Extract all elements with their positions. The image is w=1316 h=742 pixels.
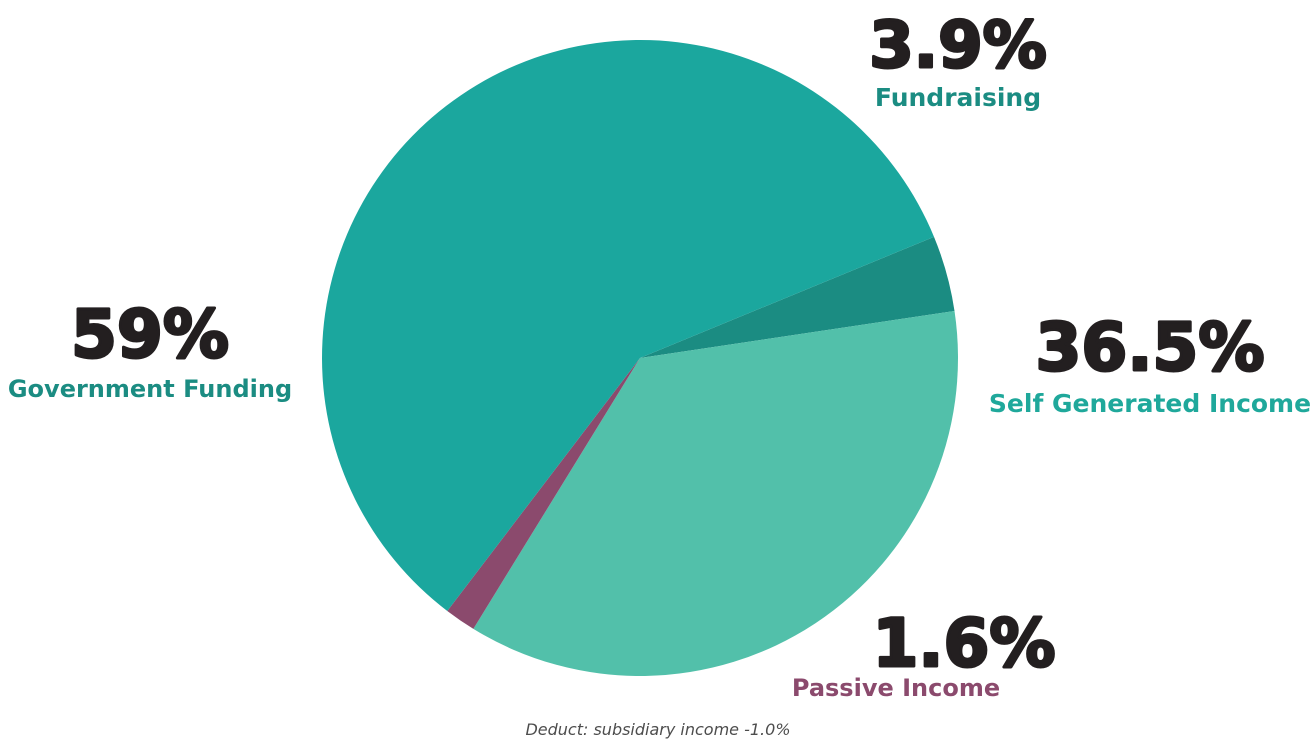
passive-income-percent: 1.6% — [872, 605, 1055, 682]
pie-slice-self-generated-income — [473, 311, 959, 677]
pie-slice-passive-income — [447, 358, 640, 629]
fundraising-label: Fundraising — [875, 83, 1041, 112]
pie-slice-fundraising — [640, 236, 955, 358]
pie-slices — [322, 40, 959, 677]
passive-income-label: Passive Income — [792, 674, 1000, 702]
self-generated-income-percent: 36.5% — [1036, 309, 1265, 386]
pie-slice-government-funding — [322, 40, 935, 611]
government-funding-percent: 59% — [71, 296, 229, 373]
self-generated-income-label: Self Generated Income — [989, 389, 1311, 418]
footnote: Deduct: subsidiary income -1.0% — [525, 720, 791, 739]
government-funding-label: Government Funding — [8, 375, 292, 403]
fundraising-percent: 3.9% — [869, 9, 1047, 83]
